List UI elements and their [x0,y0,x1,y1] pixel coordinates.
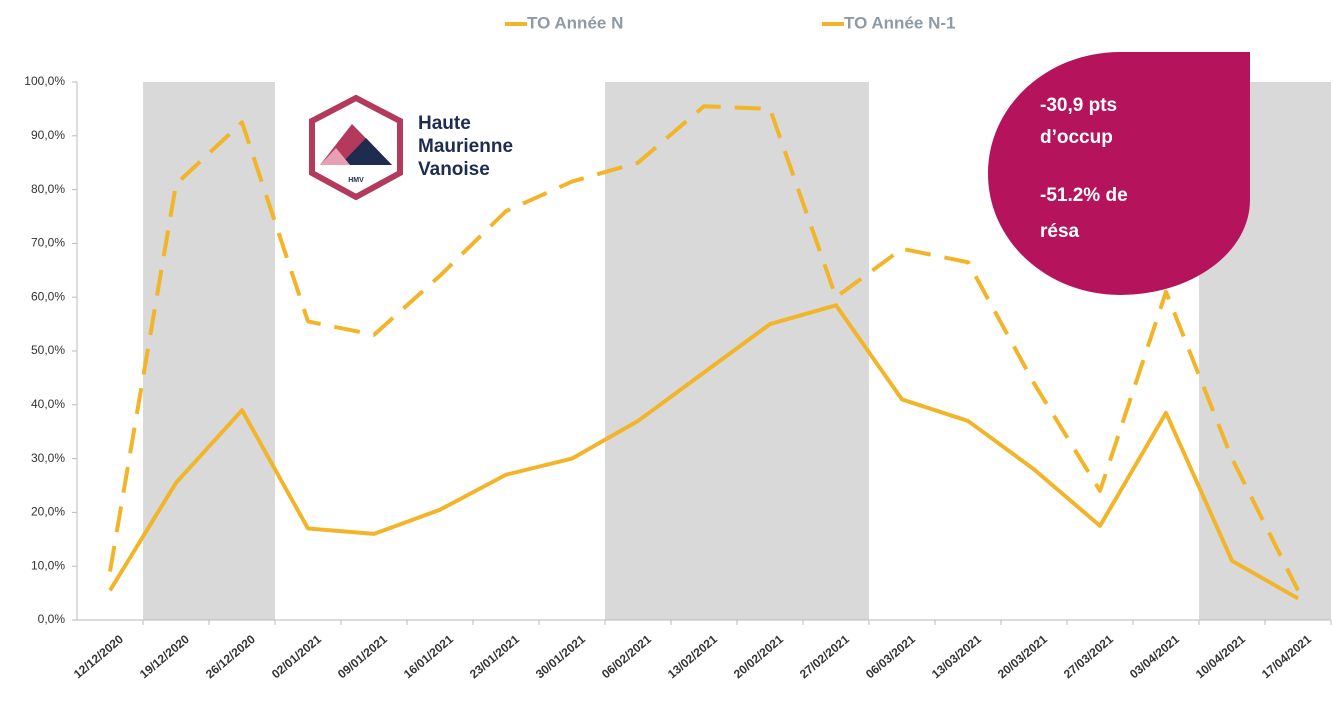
x-tick-label: 20/03/2021 [995,632,1050,682]
series-line [108,303,1299,601]
y-tick-label: 40,0% [31,397,65,411]
shaded-band [143,82,275,620]
legend-label: TO Année N-1 [844,13,955,32]
annotation-bubble [987,51,1250,295]
logo-mountain [340,138,392,165]
x-tick-label: 27/03/2021 [1061,632,1116,682]
x-tick-label: 20/02/2021 [731,632,786,682]
x-tick-label: 26/12/2020 [203,632,258,682]
x-tick-label: 10/04/2021 [1193,632,1248,682]
legend-label: TO Année N [527,13,623,32]
annotation-text: résa [1040,221,1080,242]
x-tick-label: 13/02/2021 [665,632,720,682]
x-tick-label: 23/01/2021 [467,632,522,682]
x-tick-label: 16/01/2021 [401,632,456,682]
logo-text: Haute [418,113,471,134]
y-tick-label: 20,0% [31,505,65,519]
x-tick-label: 09/01/2021 [335,632,390,682]
y-tick-label: 0,0% [38,612,66,626]
logo [309,94,403,201]
y-tick-label: 90,0% [31,128,65,142]
y-tick-label: 80,0% [31,182,65,196]
logo-badge: HMV [348,177,364,184]
x-tick-label: 30/01/2021 [533,632,588,682]
y-tick-label: 10,0% [31,558,65,572]
x-tick-label: 06/03/2021 [863,632,918,682]
x-tick-label: 02/01/2021 [269,632,324,682]
x-tick-label: 19/12/2020 [137,632,192,682]
y-tick-label: 70,0% [31,236,65,250]
x-tick-label: 03/04/2021 [1127,632,1182,682]
shaded-band [605,82,869,620]
y-tick-label: 30,0% [31,451,65,465]
x-tick-label: 27/02/2021 [797,632,852,682]
series-line [108,104,1300,592]
y-tick-label: 100,0% [24,74,65,88]
annotation-text: -30,9 pts [1040,95,1117,116]
x-tick-label: 17/04/2021 [1259,632,1314,682]
logo-text: Vanoise [418,159,490,180]
x-tick-label: 06/02/2021 [599,632,654,682]
logo-mountain [320,148,350,165]
logo-text: Maurienne [418,136,513,157]
annotation-text: d’occup [1040,127,1113,148]
y-tick-label: 60,0% [31,289,65,303]
x-tick-label: 13/03/2021 [929,632,984,682]
x-tick-label: 12/12/2020 [71,632,126,682]
y-tick-label: 50,0% [31,343,65,357]
annotation-text: -51.2% de [1040,185,1128,206]
